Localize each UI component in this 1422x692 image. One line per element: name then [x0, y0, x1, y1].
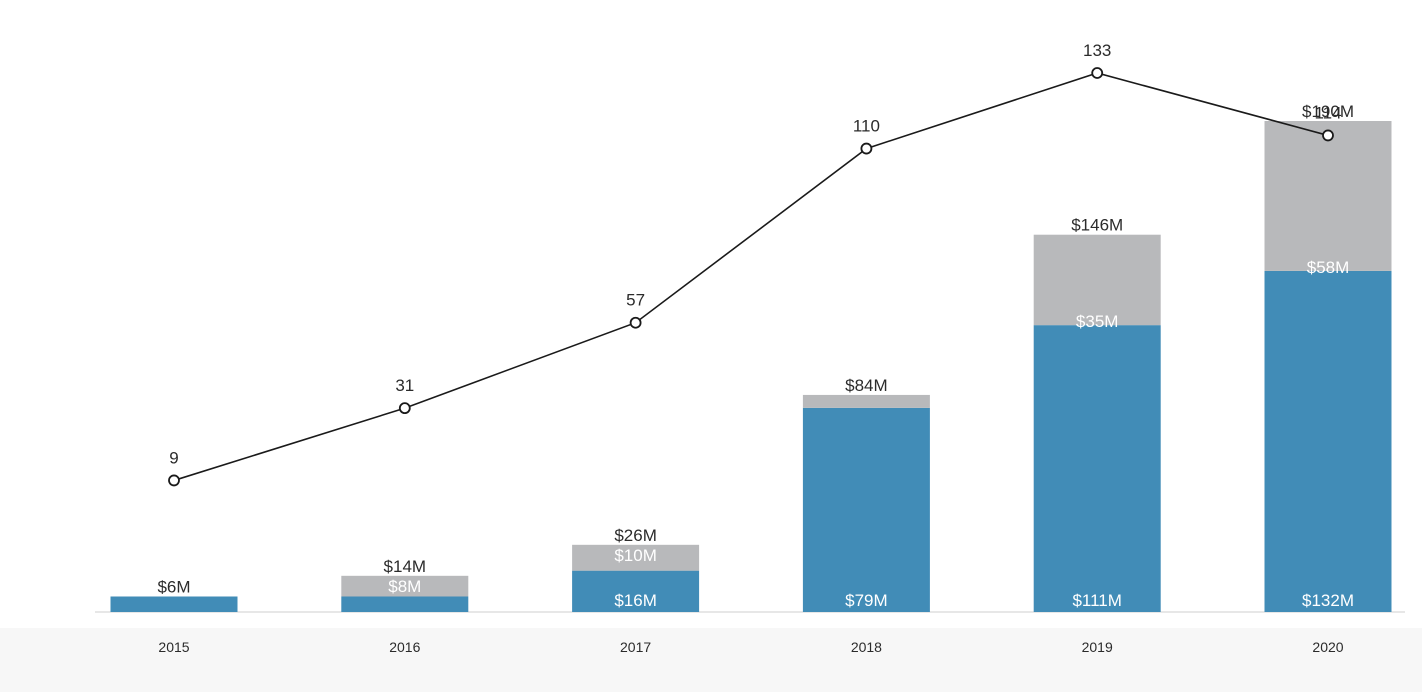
line-label-2019: 133	[1083, 41, 1111, 60]
line-point-2015	[168, 474, 180, 487]
total-label-2017: $26M	[614, 526, 657, 545]
total-label-2020: $190M	[1302, 102, 1354, 121]
bar-segment-2019-gray	[1033, 234, 1161, 326]
line-point-2017	[629, 316, 642, 329]
bar-segment-2015-blue	[110, 596, 238, 612]
line-point-2018	[860, 142, 873, 155]
bar-segment-2018-gray	[802, 394, 930, 408]
line-point-2016	[398, 402, 411, 415]
gray-segment-label-2017: $10M	[614, 546, 657, 565]
line-label-2020: 114	[1314, 103, 1341, 122]
blue-segment-label-2019: $111M	[1072, 591, 1121, 610]
x-tick-label-2016: 2016	[389, 639, 420, 655]
bar-segment-2020-blue	[1264, 270, 1392, 612]
bar-segment-2016-gray	[341, 575, 469, 597]
line-group: 9 31 57 110 133 114	[168, 41, 1342, 487]
x-tick-label-2015: 2015	[158, 639, 189, 655]
line-point-2019	[1091, 67, 1104, 79]
total-label-2019: $146M	[1071, 216, 1123, 235]
bar-segment-2016-blue	[341, 596, 469, 612]
total-label-2015: $6M	[157, 577, 190, 596]
bar-group	[110, 121, 1392, 612]
x-tick-label-2020: 2020	[1312, 639, 1343, 655]
bar-segment-2019-blue	[1033, 325, 1161, 612]
blue-segment-label-2018: $79M	[845, 591, 888, 610]
bar-segment-2018-blue	[802, 407, 930, 612]
total-label-2016: $14M	[384, 557, 427, 576]
line-label-2015: 9	[169, 448, 178, 467]
gray-segment-label-2020: $58M	[1307, 258, 1350, 277]
line-label-2016: 31	[395, 376, 414, 395]
bottom-band	[0, 628, 1422, 692]
count-line	[173, 72, 1329, 482]
x-tick-label-2018: 2018	[851, 639, 882, 655]
line-point-2020	[1322, 129, 1334, 142]
line-label-2018: 110	[853, 117, 880, 136]
bar-segment-2017-blue	[572, 570, 700, 612]
blue-segment-label-2017: $16M	[614, 591, 657, 610]
x-tick-label-2019: 2019	[1082, 639, 1113, 655]
x-tick-label-2017: 2017	[620, 639, 651, 655]
label-group: $6M 2015 $14M$8M 2016 $26M$10M $16M 2017 $84M $7…	[157, 102, 1354, 655]
total-label-2018: $84M	[845, 376, 888, 395]
line-label-2017: 57	[626, 291, 645, 310]
bar-segment-2017-gray	[572, 544, 700, 571]
bar-segment-2020-gray	[1264, 121, 1392, 271]
gray-segment-label-2019: $35M	[1076, 312, 1119, 331]
blue-segment-label-2020: $132M	[1302, 591, 1354, 610]
gray-segment-label-2016: $8M	[388, 577, 421, 596]
